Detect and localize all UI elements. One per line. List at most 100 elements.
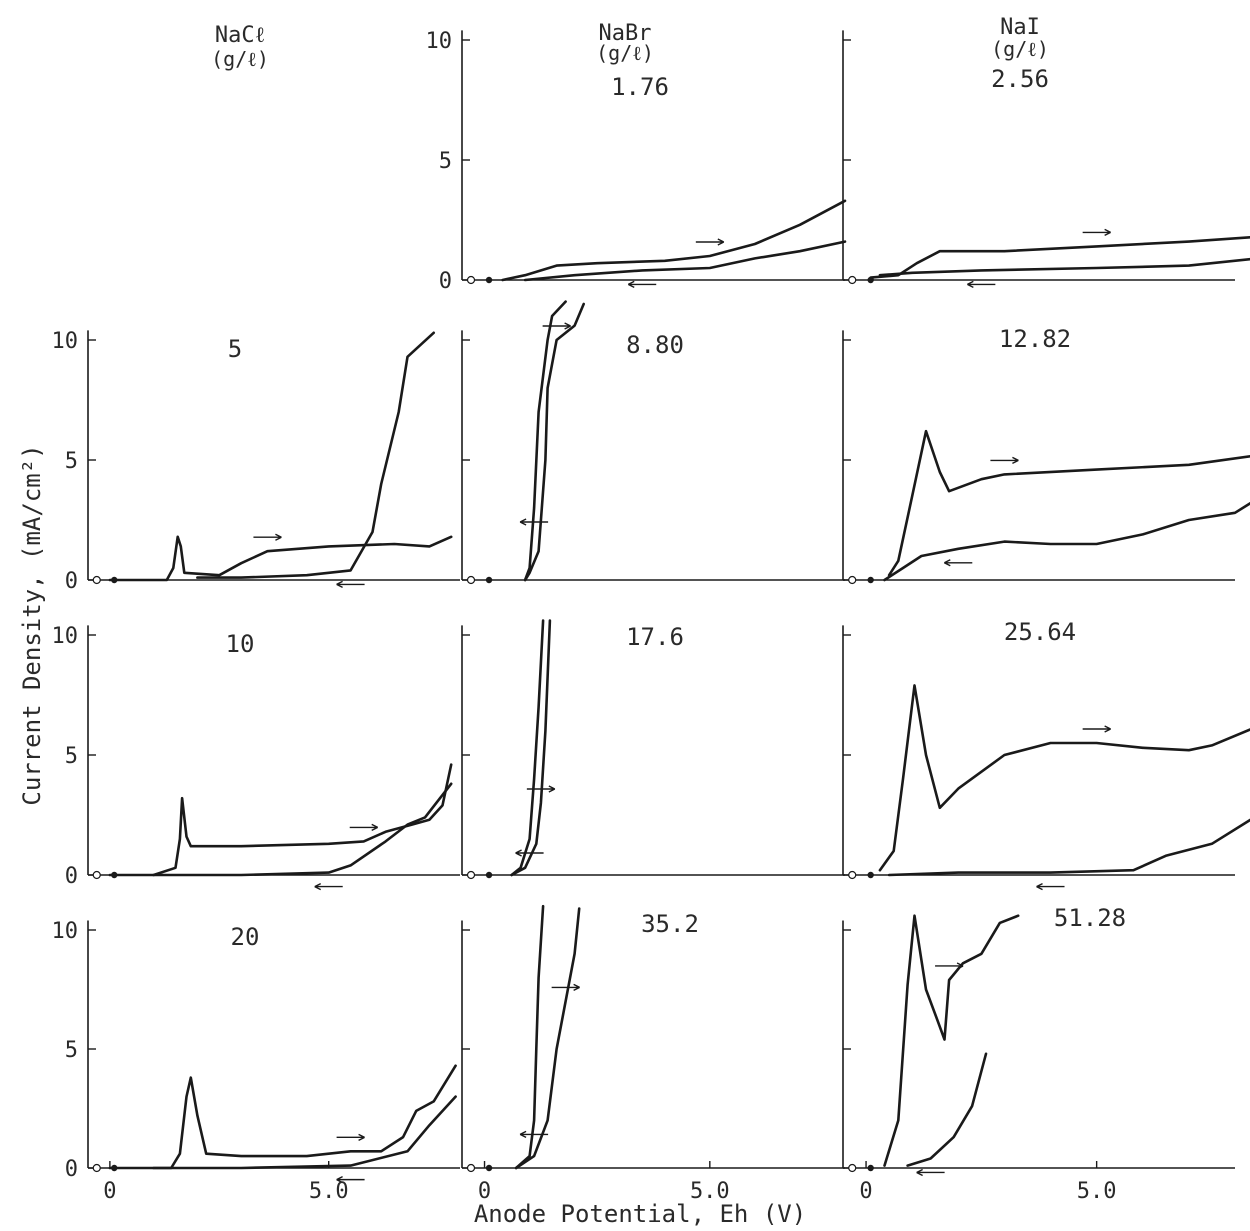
- open-marker: [466, 275, 476, 285]
- curve-forward: [514, 907, 581, 1170]
- y-tick-label: 0: [65, 864, 78, 889]
- curve-reverse: [152, 782, 453, 877]
- x-tick-label: 5.0: [1077, 1179, 1117, 1204]
- curve-forward: [501, 199, 847, 282]
- arrow-forward: [1082, 228, 1111, 237]
- curve-reverse: [523, 300, 567, 582]
- arrow-reverse: [627, 280, 657, 289]
- curve-reverse: [523, 240, 847, 282]
- arrow-reverse: [967, 280, 996, 289]
- open-marker: [92, 575, 101, 585]
- curve-reverse: [883, 501, 1250, 582]
- panel-2-2: 12.82: [842, 325, 1250, 585]
- curve-forward: [108, 763, 453, 877]
- x-tick-label: 0: [103, 1179, 116, 1204]
- arrow-reverse: [336, 1175, 365, 1184]
- closed-marker: [867, 871, 874, 879]
- x-tick-label: 5.0: [309, 1179, 349, 1204]
- column-headers: NaCℓ (g/ℓ) NaBr (g/ℓ) NaI (g/ℓ): [211, 15, 1049, 71]
- x-tick-label: 0: [478, 1179, 491, 1204]
- arrow-reverse: [1036, 882, 1065, 891]
- curve-reverse: [152, 1095, 457, 1170]
- x-tick-label: 5.0: [690, 1179, 730, 1204]
- concentration-label: 2.56: [991, 65, 1049, 93]
- arrow-reverse: [515, 849, 544, 857]
- x-axis-label: Anode Potential, Eh (V): [474, 1200, 806, 1228]
- y-tick-label: 10: [52, 329, 79, 354]
- y-tick-label: 10: [426, 29, 453, 54]
- column-unit-nai: (g/ℓ): [991, 37, 1049, 61]
- curve-reverse: [878, 257, 1250, 277]
- panel-3-0: 0 5 10 10: [52, 624, 460, 891]
- panel-1-1: 0 5 10 1.76: [426, 29, 847, 294]
- y-tick-label: 5: [65, 1038, 78, 1063]
- curve-reverse: [196, 331, 435, 579]
- y-tick-label: 5: [439, 149, 452, 174]
- arrow-reverse: [519, 1130, 549, 1139]
- closed-marker: [867, 1164, 874, 1172]
- concentration-label: 12.82: [999, 325, 1071, 353]
- y-tick-label: 5: [65, 449, 78, 474]
- y-tick-label: 0: [65, 1157, 78, 1182]
- y-tick-label: 10: [52, 919, 79, 944]
- arrow-reverse: [314, 882, 343, 891]
- y-axis-label: Current Density, (mA/cm²): [18, 444, 46, 805]
- curve-reverse: [514, 904, 545, 1170]
- open-marker: [466, 870, 476, 880]
- concentration-label: 51.28: [1054, 904, 1126, 932]
- panel-1-2: 2.56: [842, 30, 1250, 289]
- concentration-label: 25.64: [1004, 618, 1076, 646]
- closed-marker: [485, 576, 493, 584]
- arrow-forward: [542, 322, 571, 330]
- open-marker: [848, 870, 857, 880]
- concentration-label: 1.76: [611, 73, 669, 101]
- open-marker: [848, 275, 857, 285]
- curve-reverse: [510, 619, 545, 877]
- arrow-forward: [1082, 725, 1111, 733]
- arrow-forward: [695, 238, 725, 246]
- closed-marker: [485, 871, 493, 879]
- open-marker: [848, 1163, 857, 1173]
- arrow-reverse: [519, 518, 549, 526]
- concentration-label: 35.2: [641, 910, 699, 938]
- open-marker: [466, 575, 476, 585]
- panel-4-0: 0 5 10 20: [52, 919, 460, 1184]
- arrow-forward: [990, 456, 1019, 465]
- arrow-forward: [253, 533, 282, 541]
- arrow-forward: [526, 785, 556, 793]
- panel-2-1: 8.80: [461, 300, 845, 585]
- y-tick-label: 5: [65, 744, 78, 769]
- panel-3-2: 25.64: [842, 618, 1250, 891]
- arrow-forward: [551, 983, 580, 992]
- closed-marker: [485, 1164, 493, 1172]
- panels: 0 5 10 1.76 2.56 0 5 10 5 8.80 12.82 0 5 10 10 17.6 25.6…: [52, 29, 1250, 1204]
- curve-reverse: [906, 1052, 988, 1167]
- y-tick-label: 0: [65, 569, 78, 594]
- concentration-label: 17.6: [626, 623, 684, 651]
- curve-forward: [108, 1064, 457, 1170]
- open-marker: [92, 1163, 101, 1173]
- concentration-label: 8.80: [626, 331, 684, 359]
- column-header-nai: NaI: [1000, 15, 1040, 40]
- open-marker: [848, 575, 857, 585]
- concentration-label: 5: [228, 335, 242, 363]
- concentration-label: 10: [226, 630, 255, 658]
- panel-4-2: 51.28: [842, 904, 1235, 1177]
- curve-forward: [523, 302, 585, 582]
- closed-marker: [867, 576, 874, 584]
- column-header-nabr: NaBr: [599, 21, 652, 46]
- panel-4-1: 35.2: [461, 904, 845, 1173]
- panel-3-1: 17.6: [461, 619, 845, 880]
- open-marker: [466, 1163, 476, 1173]
- concentration-label: 20: [231, 923, 260, 951]
- arrow-forward: [336, 1133, 365, 1141]
- column-unit-nacl: (g/ℓ): [211, 47, 269, 71]
- curve-forward: [887, 429, 1250, 577]
- arrow-reverse: [916, 1168, 945, 1177]
- y-tick-label: 10: [52, 624, 79, 649]
- closed-marker: [485, 276, 493, 284]
- arrow-reverse: [336, 580, 365, 589]
- curve-forward: [510, 619, 552, 877]
- panel-2-0: 0 5 10 5: [52, 329, 460, 594]
